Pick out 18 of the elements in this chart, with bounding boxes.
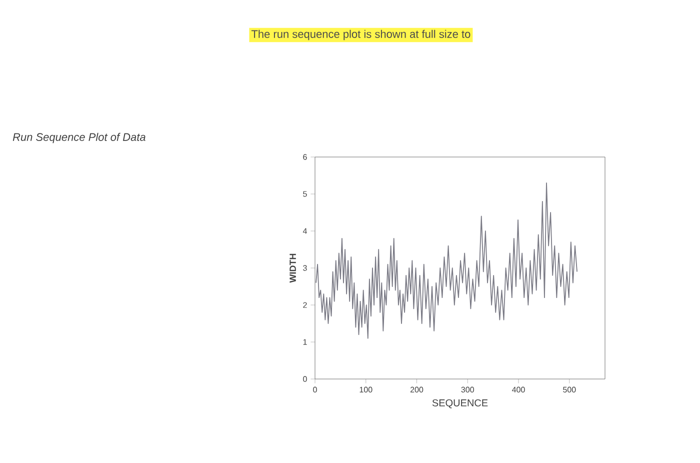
y-axis-title: WIDTH [290,254,296,283]
text: Run Sequence Plot of Data [12,132,146,144]
y-tick-label: 0 [303,376,307,382]
x-tick-label: 0 [313,386,317,392]
x-tick-label: 500 [563,386,576,392]
text: The run sequence plot is shown at full size to [251,30,470,40]
y-tick-label: 6 [303,154,307,160]
x-tick-label: 100 [360,386,372,392]
y-tick-label: 2 [303,302,307,308]
y-tick-label: 1 [303,339,307,345]
x-tick-label: 400 [512,386,525,392]
x-axis-title: SEQUENCE [432,399,488,408]
y-tick-label: 5 [303,191,307,197]
line-series [316,182,578,339]
y-tick-label: 4 [302,228,307,234]
x-tick-label: 300 [461,386,474,392]
x-tick-label: 200 [410,386,424,392]
y-tick-label: 3 [303,265,307,271]
